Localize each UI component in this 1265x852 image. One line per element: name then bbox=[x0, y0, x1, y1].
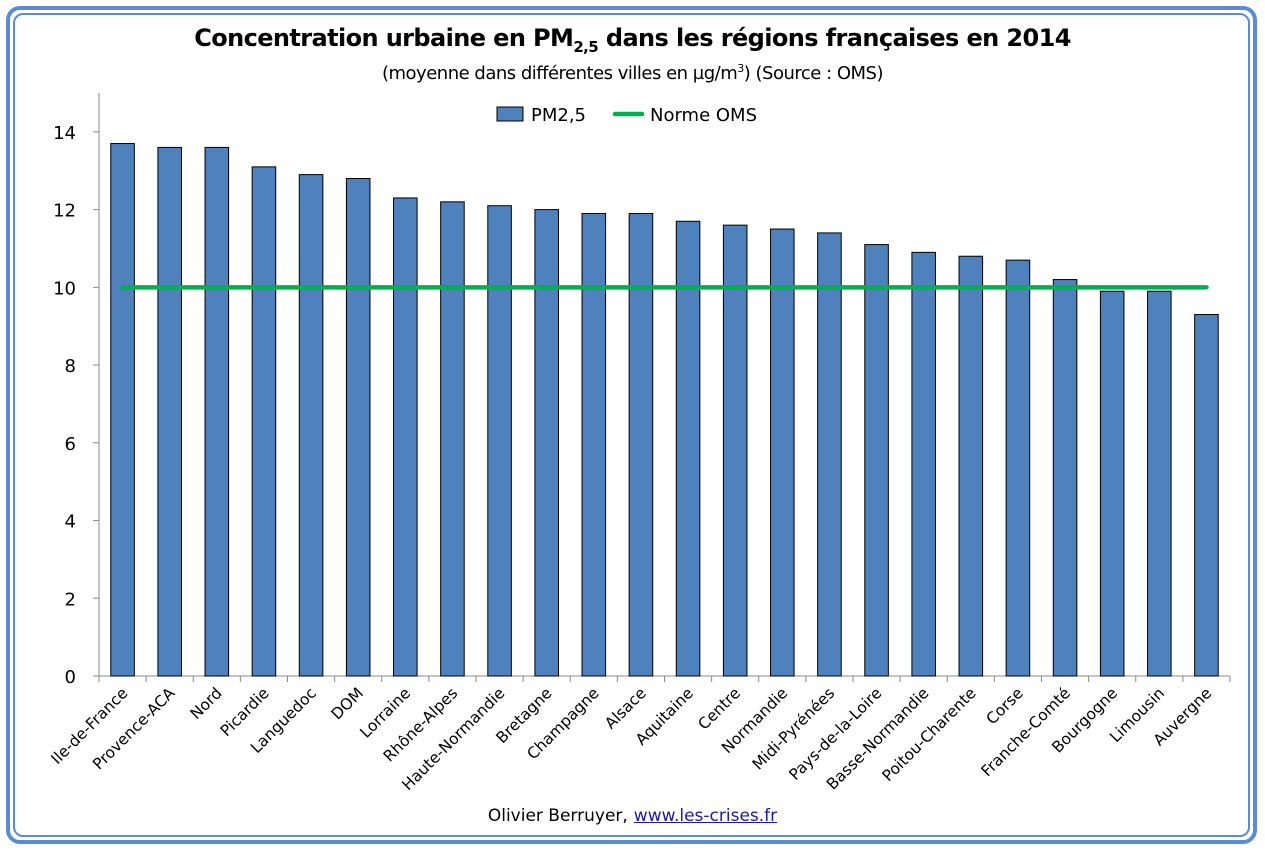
chart-subtitle: (moyenne dans différentes villes en µg/m… bbox=[0, 62, 1265, 84]
x-category-label: Corse bbox=[983, 684, 1027, 728]
chart-subtitle-sup: 3 bbox=[737, 62, 744, 75]
chart-title: Concentration urbaine en PM2,5 dans les … bbox=[0, 24, 1265, 56]
bar bbox=[110, 143, 135, 677]
chart-title-rest: dans les régions françaises en 2014 bbox=[598, 24, 1072, 52]
bar bbox=[251, 166, 277, 677]
bar bbox=[675, 220, 701, 677]
footer-author: Olivier Berruyer, bbox=[487, 806, 628, 826]
bar bbox=[628, 212, 654, 677]
bar bbox=[911, 251, 936, 677]
y-tick-label: 8 bbox=[65, 356, 76, 377]
bar bbox=[1194, 314, 1219, 677]
bar bbox=[1147, 290, 1172, 677]
y-tick-label: 6 bbox=[65, 434, 76, 455]
bar bbox=[534, 209, 559, 677]
bar bbox=[345, 178, 371, 677]
y-tick-label: 12 bbox=[53, 201, 76, 222]
legend: PM2,5 Norme OMS bbox=[496, 105, 757, 126]
bar bbox=[157, 146, 182, 677]
y-tick-label: 10 bbox=[53, 278, 76, 299]
y-tick-label: 4 bbox=[65, 512, 76, 533]
bar bbox=[393, 197, 418, 677]
legend-swatch-bar bbox=[496, 106, 524, 122]
bar bbox=[958, 255, 984, 677]
chart-frame-outer bbox=[6, 6, 1257, 844]
y-tick-label: 0 bbox=[65, 667, 76, 688]
bar bbox=[440, 201, 465, 677]
chart-title-subscript: 2,5 bbox=[573, 37, 599, 56]
chart-subtitle-post: ) (Source : OMS) bbox=[743, 63, 884, 84]
bar bbox=[1052, 279, 1078, 677]
y-tick-label: 2 bbox=[65, 589, 76, 610]
y-tick-label: 14 bbox=[53, 123, 76, 144]
bar bbox=[722, 224, 748, 677]
bar bbox=[1005, 259, 1031, 677]
bar bbox=[581, 212, 607, 677]
bar bbox=[298, 174, 324, 677]
footer: Olivier Berruyer, www.les-crises.fr bbox=[0, 806, 1265, 826]
bar bbox=[1099, 290, 1125, 677]
footer-link[interactable]: www.les-crises.fr bbox=[633, 806, 778, 826]
bar bbox=[817, 232, 842, 677]
x-category-label: Provence-ACA bbox=[89, 684, 179, 774]
y-axis: 0 2 4 6 8 10 12 14 bbox=[53, 93, 100, 688]
legend-label-pm25: PM2,5 bbox=[531, 105, 586, 126]
bar bbox=[864, 244, 889, 677]
chart-frame-inner bbox=[13, 13, 1250, 837]
bar bbox=[770, 228, 795, 677]
chart-subtitle-pre: (moyenne dans différentes villes en µg/m bbox=[381, 63, 738, 84]
legend-label-norme-oms: Norme OMS bbox=[650, 105, 757, 126]
x-category-label: DOM bbox=[328, 684, 367, 723]
x-category-label: Midi-Pyrénées bbox=[749, 684, 838, 773]
x-category-label: Nord bbox=[187, 684, 226, 723]
chart-title-main: Concentration urbaine en PM bbox=[194, 24, 574, 52]
bar-series bbox=[110, 143, 1219, 677]
bar bbox=[204, 146, 230, 677]
bar bbox=[487, 205, 512, 677]
